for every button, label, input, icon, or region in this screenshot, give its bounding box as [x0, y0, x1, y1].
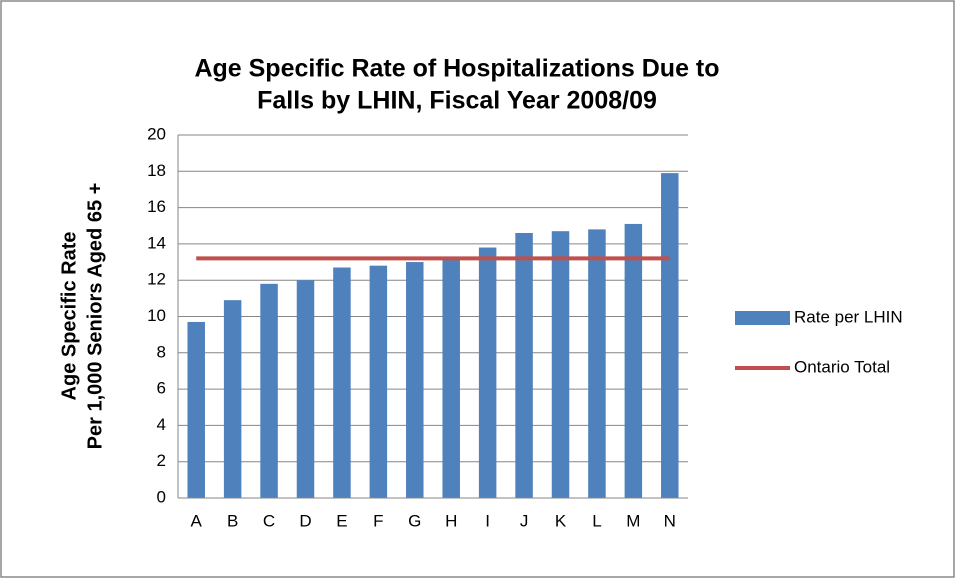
- bar: [333, 267, 351, 498]
- bar: [478, 247, 497, 498]
- bar: [588, 229, 606, 498]
- x-tick-label: J: [520, 511, 529, 530]
- x-tick-label: L: [592, 511, 601, 530]
- x-tick-label: G: [408, 511, 421, 530]
- bar: [515, 233, 533, 498]
- bar: [624, 223, 643, 498]
- x-tick-label: M: [626, 511, 640, 530]
- x-tick-label: A: [191, 511, 203, 530]
- x-tick-label: H: [445, 511, 457, 530]
- y-tick-label: 12: [147, 270, 166, 289]
- y-axis-label: Age Specific Rate: [58, 232, 80, 401]
- bar: [187, 321, 205, 498]
- y-axis-label: Per 1,000 Seniors Aged 65 +: [84, 183, 106, 450]
- bar: [442, 258, 460, 498]
- x-tick-label: E: [336, 511, 347, 530]
- x-tick-label: F: [373, 511, 383, 530]
- y-tick-label: 2: [157, 451, 166, 470]
- bar: [260, 283, 278, 498]
- y-tick-label: 4: [157, 415, 166, 434]
- chart-title: Age Specific Rate of Hospitalizations Du…: [194, 55, 719, 83]
- y-tick-label: 6: [157, 379, 166, 398]
- bar: [223, 300, 242, 498]
- bar: [406, 262, 424, 498]
- y-tick-label: 18: [147, 161, 166, 180]
- legend-swatch: [735, 311, 790, 325]
- bar: [369, 265, 388, 498]
- x-tick-label: D: [299, 511, 311, 530]
- y-tick-label: 14: [147, 233, 166, 252]
- x-tick-label: K: [555, 511, 567, 530]
- chart-title: Falls by LHIN, Fiscal Year 2008/09: [257, 87, 657, 115]
- y-tick-label: 0: [157, 487, 166, 506]
- legend-label: Ontario Total: [794, 357, 890, 376]
- bar: [661, 173, 679, 499]
- x-tick-label: C: [263, 511, 275, 530]
- bar: [296, 280, 315, 498]
- x-tick-label: B: [227, 511, 238, 530]
- y-tick-label: 20: [147, 124, 166, 143]
- legend-label: Rate per LHIN: [794, 307, 903, 326]
- x-tick-label: N: [664, 511, 676, 530]
- y-tick-label: 16: [147, 197, 166, 216]
- bar: [551, 231, 570, 498]
- x-tick-label: I: [485, 511, 490, 530]
- y-tick-label: 8: [157, 342, 166, 361]
- y-tick-label: 10: [147, 306, 166, 325]
